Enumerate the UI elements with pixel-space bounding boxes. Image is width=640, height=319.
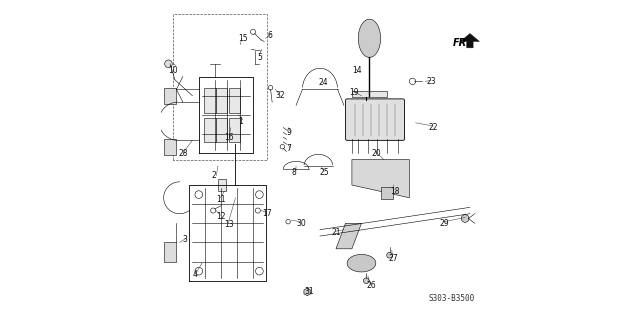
Bar bbox=[164, 139, 177, 155]
Text: 5: 5 bbox=[258, 53, 262, 62]
Polygon shape bbox=[358, 19, 381, 57]
Ellipse shape bbox=[347, 255, 376, 272]
Text: 4: 4 bbox=[193, 270, 197, 279]
Text: 20: 20 bbox=[371, 149, 381, 158]
Text: 28: 28 bbox=[178, 149, 188, 158]
Text: 22: 22 bbox=[428, 123, 438, 132]
Text: 31: 31 bbox=[304, 287, 314, 296]
Text: 14: 14 bbox=[352, 66, 362, 75]
Text: 21: 21 bbox=[331, 228, 340, 237]
Text: 18: 18 bbox=[390, 187, 399, 196]
Text: 12: 12 bbox=[216, 212, 226, 221]
Circle shape bbox=[364, 278, 369, 284]
Text: 6: 6 bbox=[268, 31, 272, 40]
Bar bbox=[352, 91, 387, 97]
FancyBboxPatch shape bbox=[346, 99, 404, 140]
Text: 8: 8 bbox=[291, 168, 296, 177]
Text: 15: 15 bbox=[239, 34, 248, 43]
Text: 2: 2 bbox=[212, 171, 216, 180]
Text: 23: 23 bbox=[427, 77, 436, 86]
Text: 10: 10 bbox=[168, 66, 178, 75]
Text: 13: 13 bbox=[224, 220, 234, 229]
Text: 1: 1 bbox=[239, 117, 243, 126]
Text: 9: 9 bbox=[287, 128, 291, 137]
Text: 24: 24 bbox=[319, 78, 328, 87]
Text: 25: 25 bbox=[320, 168, 330, 177]
Bar bbox=[204, 118, 216, 142]
Bar bbox=[204, 88, 216, 113]
Circle shape bbox=[387, 252, 392, 258]
Text: FR.: FR. bbox=[452, 38, 470, 48]
Text: 16: 16 bbox=[224, 133, 234, 142]
Text: 29: 29 bbox=[440, 219, 449, 228]
Bar bbox=[216, 88, 227, 113]
Text: 26: 26 bbox=[366, 281, 376, 290]
Polygon shape bbox=[336, 223, 362, 249]
Text: 7: 7 bbox=[287, 144, 291, 153]
Text: 30: 30 bbox=[296, 219, 306, 228]
Bar bbox=[164, 242, 177, 262]
Text: 27: 27 bbox=[388, 254, 398, 263]
Text: 17: 17 bbox=[262, 209, 272, 218]
Text: 3: 3 bbox=[183, 235, 188, 244]
Polygon shape bbox=[460, 33, 479, 48]
Polygon shape bbox=[304, 288, 310, 296]
Polygon shape bbox=[352, 160, 410, 198]
Bar bbox=[216, 118, 227, 142]
Text: 11: 11 bbox=[216, 195, 226, 204]
Bar bbox=[229, 118, 240, 142]
Text: 32: 32 bbox=[275, 91, 285, 100]
Bar bbox=[229, 88, 240, 113]
Bar bbox=[218, 179, 226, 191]
Text: S303-B3500: S303-B3500 bbox=[428, 294, 475, 303]
Circle shape bbox=[461, 215, 469, 222]
Bar bbox=[381, 187, 394, 199]
Text: 19: 19 bbox=[349, 88, 358, 97]
Bar bbox=[164, 88, 177, 104]
Circle shape bbox=[164, 60, 172, 68]
